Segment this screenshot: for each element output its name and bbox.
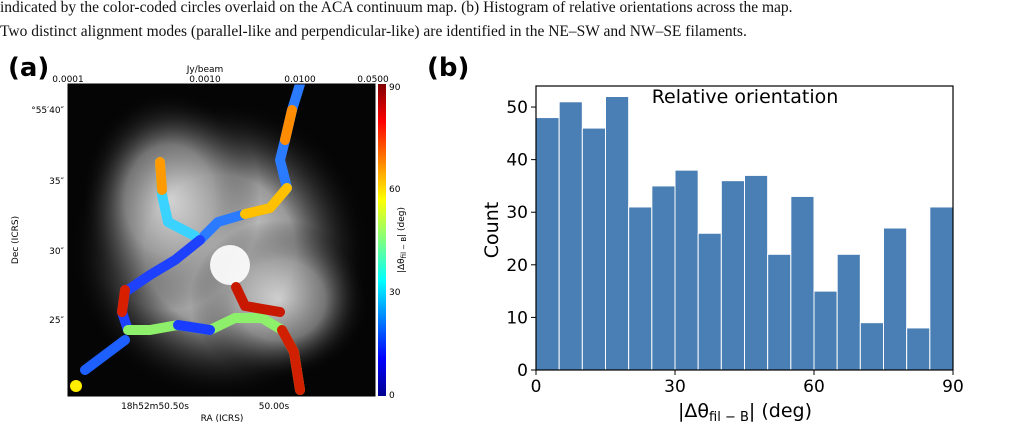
colorbar-tick: 0.0001 [52, 75, 84, 85]
colorbar-tick: 0.0500 [357, 75, 389, 85]
x-tick-label: 30 [664, 377, 686, 397]
bar [813, 290, 838, 371]
bar [535, 117, 560, 371]
bar [605, 96, 630, 371]
map-frame [67, 83, 376, 397]
y-tick-label: 50 [506, 98, 528, 118]
bar [883, 227, 908, 371]
y-axis-label: Dec (ICRS) [11, 216, 21, 264]
y-axis-label: Count [481, 202, 503, 258]
colorbar-tick: 0 [389, 391, 395, 401]
panel-label: (a) [8, 53, 49, 83]
colorbar-tick: 0.0010 [189, 75, 221, 85]
colorbar [378, 84, 386, 396]
panel-label: (b) [427, 53, 469, 83]
x-axis-label: |Δθfil − B| (deg) [678, 400, 812, 425]
y-tick-label: 20 [506, 256, 528, 276]
bar [558, 101, 583, 371]
colorbar-label: |Δθfil − B| (deg) [397, 207, 408, 273]
colorbar-label: Jy/beam [186, 65, 224, 75]
x-axis-label: RA (ICRS) [201, 414, 244, 424]
caption-line: indicated by the color-coded circles ove… [0, 0, 793, 16]
bar [651, 185, 676, 371]
colorbar-tick: 30 [389, 288, 401, 298]
y-tick-label: 30″ [49, 247, 64, 257]
bar [906, 327, 931, 371]
colorbar-tick: 60 [389, 185, 401, 195]
x-tick-label: 90 [942, 377, 964, 397]
x-tick-label: 50.00s [259, 402, 290, 412]
colorbar-tick: 0.0100 [284, 75, 316, 85]
y-tick-label: °55′40″ [31, 106, 64, 116]
bar [790, 195, 815, 371]
y-tick-label: 35″ [49, 177, 64, 187]
bar [674, 169, 699, 371]
bar [720, 180, 745, 371]
bar [767, 253, 792, 371]
y-tick-label: 10 [506, 308, 528, 328]
bar [859, 322, 884, 371]
bar [697, 232, 722, 371]
x-tick-label: 60 [803, 377, 825, 397]
y-tick-label: 25″ [49, 316, 64, 326]
bar [628, 206, 653, 371]
x-tick-label: 0 [531, 377, 542, 397]
continuum-map [68, 84, 375, 396]
y-tick-label: 0 [517, 361, 528, 381]
bar [836, 253, 861, 371]
x-tick-label: 18h52m50.50s [121, 402, 189, 412]
chart-title: Relative orientation [652, 86, 839, 108]
caption-line: Two distinct alignment modes (parallel-l… [0, 23, 747, 40]
y-tick-label: 40 [506, 151, 528, 171]
bar [929, 206, 954, 371]
bar [581, 127, 606, 371]
bar [744, 174, 769, 371]
plot-frame [535, 85, 954, 371]
colorbar-tick: 90 [389, 83, 401, 93]
y-tick-label: 30 [506, 203, 528, 223]
